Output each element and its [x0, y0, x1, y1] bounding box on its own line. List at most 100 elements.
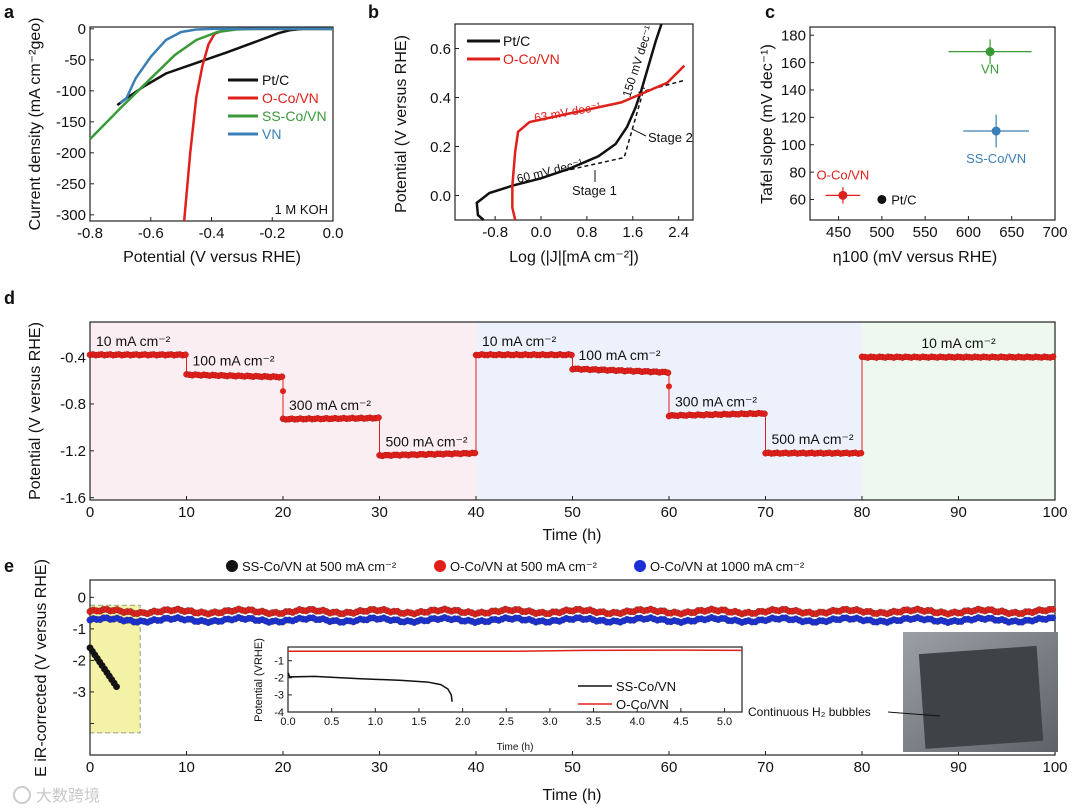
arrow — [887, 711, 941, 717]
y-tick-label: -100 — [56, 83, 86, 100]
x-tick-label: 3.5 — [586, 716, 601, 728]
y-tick-label: 100 — [781, 137, 806, 154]
legend-label: SS-Co/VN — [262, 108, 327, 124]
y-tick-label: 0.2 — [430, 139, 451, 156]
x-tick-label: 0.0 — [531, 224, 552, 241]
x-tick-label: 0.0 — [323, 225, 344, 242]
y-tick-label: -2 — [274, 673, 284, 685]
x-tick-label: 1.5 — [411, 716, 426, 728]
x-tick-label: -0.8 — [482, 224, 508, 241]
x-tick-label: 100 — [1042, 504, 1067, 521]
x-tick-label: 5.0 — [717, 716, 732, 728]
x-tick-label: -0.4 — [199, 225, 225, 242]
x-tick-label: 600 — [956, 224, 981, 241]
x-tick-label: 500 — [869, 224, 894, 241]
slope-label: 63 mV dec⁻¹ — [533, 99, 602, 125]
series-line-O-Co/VN — [182, 27, 333, 222]
y-tick-label: -1.6 — [60, 490, 86, 507]
y-tick-label: 80 — [789, 164, 806, 181]
x-tick-label: 50 — [564, 759, 581, 776]
y-axis-label: Potential (VRHE) — [253, 638, 265, 722]
data-point-VN — [985, 47, 995, 57]
data-marker — [664, 369, 672, 377]
data-marker — [182, 351, 189, 358]
legend-label: Pt/C — [262, 72, 289, 88]
series-line-VN — [119, 27, 333, 105]
legend-label: Pt/C — [503, 33, 530, 49]
annotation: 1 M KOH — [275, 202, 328, 217]
data-point-O-Co/VN — [838, 190, 848, 200]
data-marker — [113, 683, 120, 691]
y-tick-label: 180 — [781, 27, 806, 44]
x-tick-label: 2.4 — [668, 224, 689, 241]
legend-label: O-Co/VN — [503, 51, 560, 67]
y-tick-label: 120 — [781, 110, 806, 127]
y-tick-label: -3 — [274, 690, 284, 702]
legend-label: VN — [262, 126, 281, 142]
x-axis-label: Time (h) — [543, 787, 602, 804]
plot-frame — [454, 23, 694, 221]
x-tick-label: 50 — [564, 504, 581, 521]
series-line-Pt/C — [475, 23, 663, 221]
slope-label: 60 mV dec⁻¹ — [515, 156, 584, 186]
x-tick-label: 0 — [86, 504, 94, 521]
highlight-box — [89, 604, 141, 734]
data-marker — [1049, 605, 1057, 613]
y-axis-label: Potential (V versus RHE) — [393, 35, 410, 213]
x-axis-label: Potential (V versus RHE) — [123, 249, 301, 266]
x-tick-label: 30 — [371, 759, 388, 776]
legend-label: SS-Co/VN at 500 mA cm⁻² — [242, 559, 397, 574]
y-tick-label: -4 — [274, 707, 284, 719]
x-tick-label: 0.5 — [324, 716, 339, 728]
x-tick-label: 0.8 — [576, 224, 597, 241]
x-tick-label: 1.0 — [368, 716, 383, 728]
y-tick-label: 160 — [781, 55, 806, 72]
x-tick-label: 60 — [661, 759, 678, 776]
x-axis-label: Log (|J|[mA cm⁻²]) — [509, 249, 639, 266]
y-tick-label: 60 — [789, 192, 806, 209]
inset-line-O-Co/VN — [288, 649, 743, 653]
x-tick-label: 4.5 — [673, 716, 688, 728]
x-tick-label: 2.0 — [455, 716, 470, 728]
data-marker — [375, 414, 382, 421]
point-label: O-Co/VN — [817, 167, 870, 182]
x-tick-label: -0.2 — [259, 225, 285, 242]
panel-letter: b — [368, 2, 379, 22]
current-label: 10 mA cm⁻² — [482, 333, 557, 349]
inset-line-SS-Co/VN — [287, 672, 453, 702]
legend-marker — [634, 560, 646, 572]
stage-label: Stage 2 — [648, 130, 693, 145]
y-tick-label: -1 — [73, 621, 86, 638]
legend-marker — [226, 560, 238, 572]
x-tick-label: 450 — [826, 224, 851, 241]
current-label: 300 mA cm⁻² — [675, 394, 757, 410]
photo-caption: Continuous H₂ bubbles — [748, 705, 871, 719]
x-tick-label: 40 — [468, 504, 485, 521]
current-label: 10 mA cm⁻² — [96, 333, 171, 349]
y-axis-label: Current density (mA cm⁻²geo) — [27, 18, 44, 231]
legend-label: O-Co/VN at 500 mA cm⁻² — [450, 559, 598, 574]
data-marker — [1049, 614, 1057, 622]
x-tick-label: 2.5 — [499, 716, 514, 728]
data-marker — [857, 449, 865, 457]
stage-label: Stage 1 — [572, 183, 617, 198]
x-axis-label: Time (h) — [543, 527, 602, 544]
y-axis-label: Tafel slope (mV dec⁻¹) — [759, 44, 776, 204]
y-tick-label: -150 — [56, 114, 86, 131]
panel-letter: d — [4, 288, 15, 308]
current-label: 500 mA cm⁻² — [386, 434, 468, 450]
data-point-Pt/C — [877, 194, 887, 204]
y-tick-label: -250 — [56, 176, 86, 193]
x-tick-label: 0.0 — [280, 716, 295, 728]
plot-frame — [287, 646, 743, 713]
data-point-SS-Co/VN — [991, 126, 1001, 136]
x-tick-label: 80 — [854, 759, 871, 776]
x-tick-label: 90 — [950, 504, 967, 521]
arrow — [631, 128, 647, 137]
y-tick-label: -0.8 — [60, 396, 86, 413]
y-tick-label: 0.0 — [430, 188, 451, 205]
panel-letter: c — [765, 2, 775, 22]
legend-label: O-Co/VN — [262, 90, 319, 106]
y-tick-label: -50 — [64, 52, 86, 69]
